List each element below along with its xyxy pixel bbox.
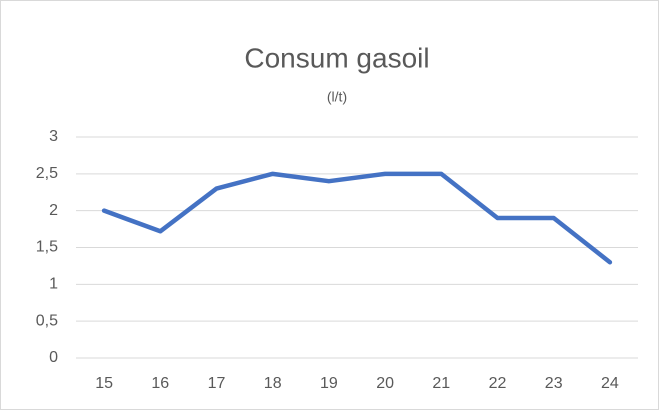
x-tick-label: 18 [264,375,282,392]
y-tick-label: 0,5 [36,312,58,329]
x-tick-label: 23 [545,375,563,392]
y-tick-label: 1 [49,276,58,293]
x-tick-label: 16 [151,375,169,392]
x-tick-label: 24 [601,375,619,392]
y-tick-label: 2,5 [36,165,58,182]
y-tick-label: 0 [49,349,58,366]
x-tick-label: 19 [320,375,338,392]
x-tick-label: 20 [376,375,394,392]
x-tick-label: 21 [432,375,450,392]
chart-title: Consum gasoil [244,42,429,73]
x-tick-label: 17 [208,375,226,392]
x-tick-label: 22 [489,375,507,392]
x-tick-label: 15 [95,375,113,392]
y-tick-label: 3 [49,128,58,145]
y-tick-label: 2 [49,202,58,219]
line-series [101,171,613,265]
y-tick-label: 1,5 [36,239,58,256]
chart-subtitle: (l/t) [327,89,347,105]
